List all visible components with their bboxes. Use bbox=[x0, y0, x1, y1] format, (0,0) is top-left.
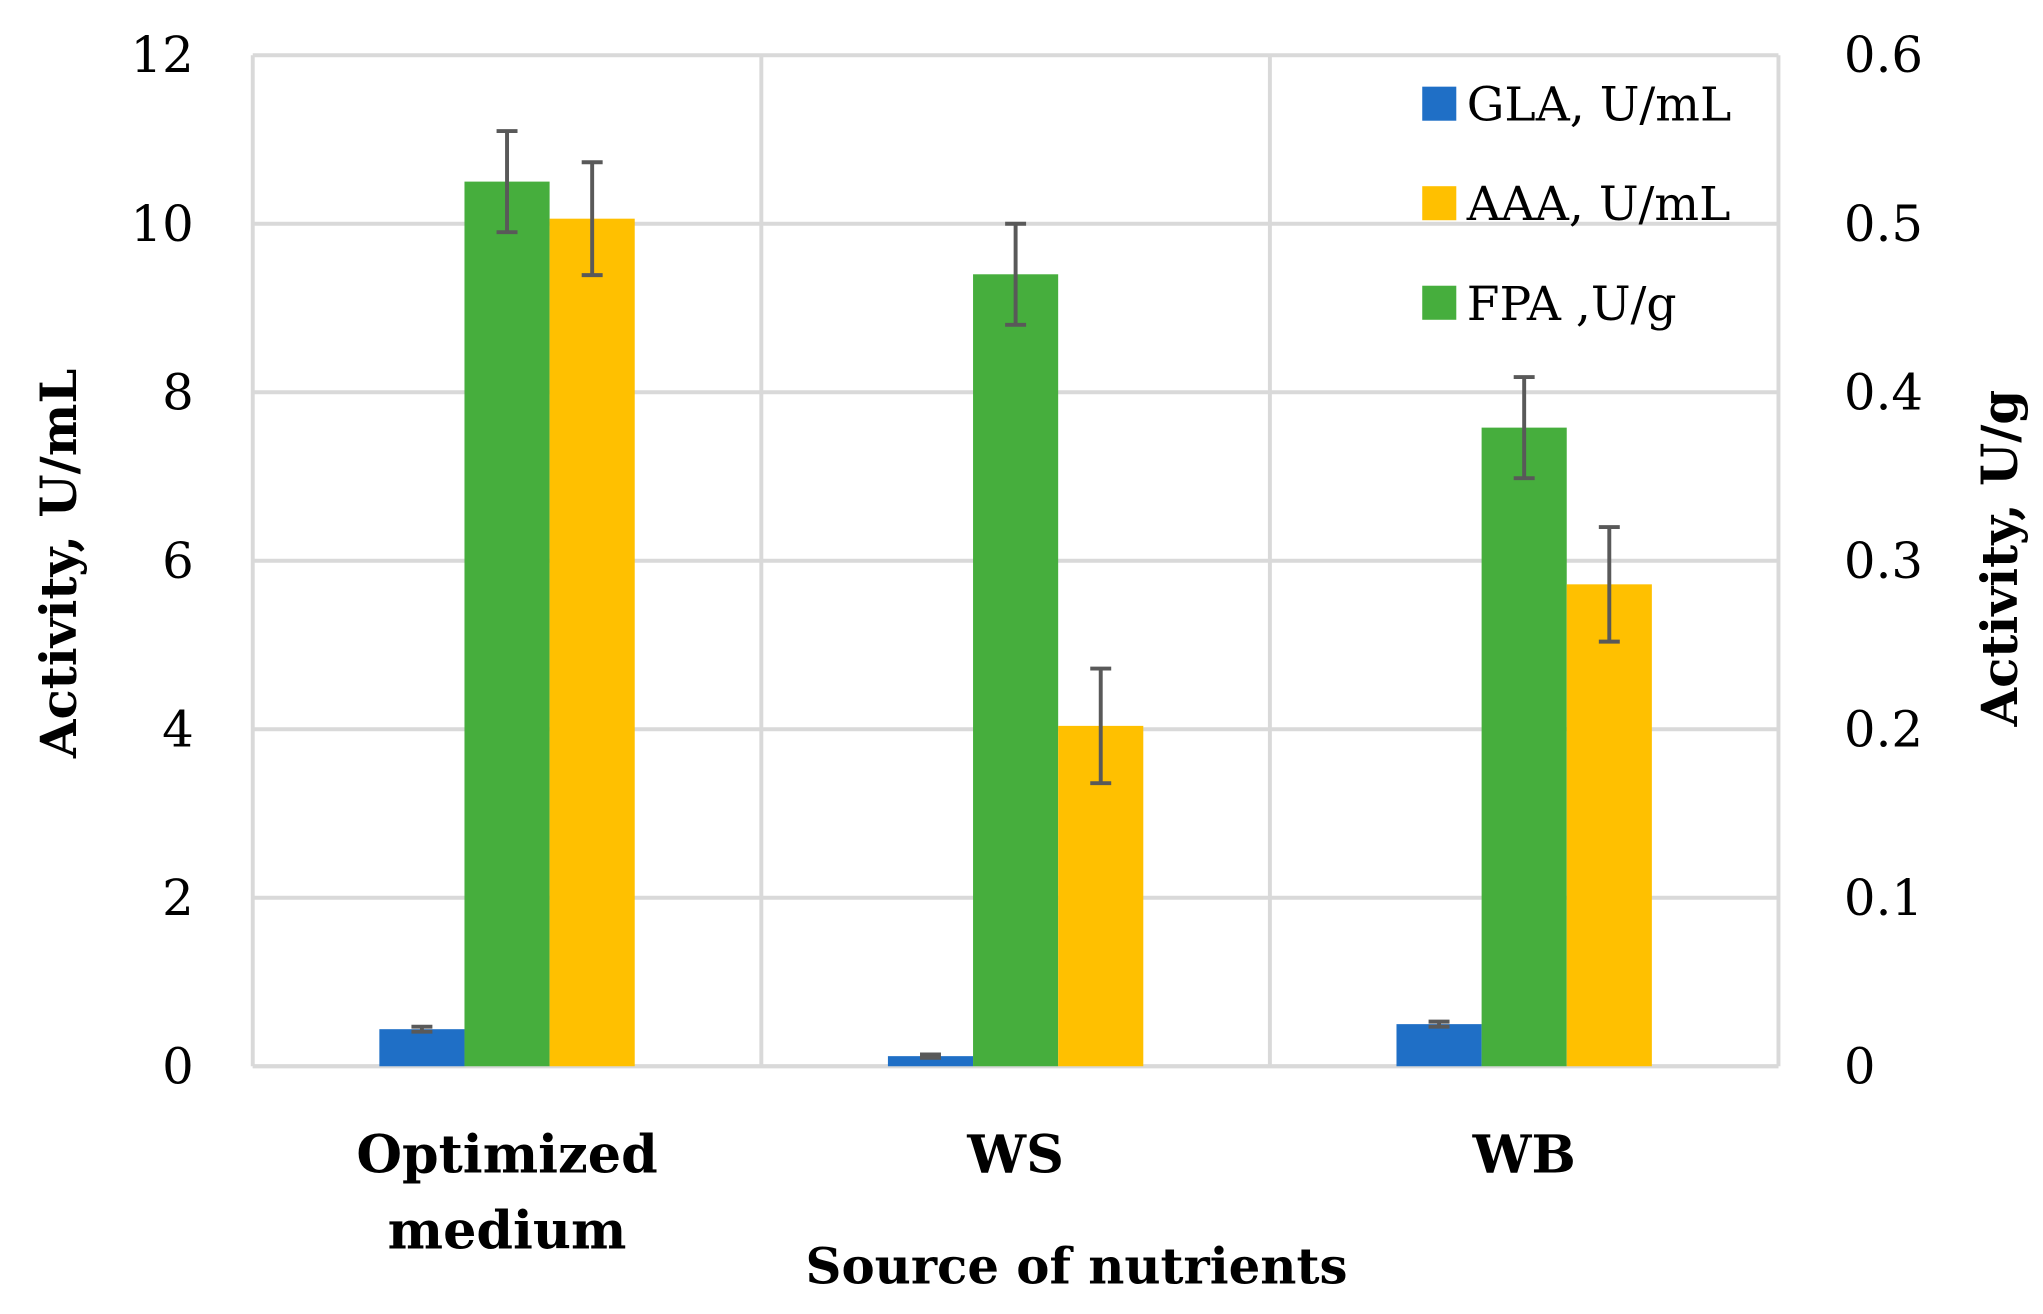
y-tick-label: 6 bbox=[162, 532, 194, 590]
legend-swatch bbox=[1422, 186, 1457, 221]
bar-gla bbox=[379, 1029, 465, 1067]
legend: GLA, U/mL AAA, U/mL FPA ,U/g bbox=[1422, 78, 1731, 332]
bar-gla bbox=[887, 1056, 974, 1067]
y2-tick-label: 0.6 bbox=[1844, 26, 1923, 84]
y2-tick-label: 0.1 bbox=[1844, 869, 1923, 927]
y-tick-label: 12 bbox=[131, 26, 194, 84]
bar-aaa bbox=[1566, 584, 1652, 1067]
y-axis-title: Activity, U/mL bbox=[29, 369, 88, 760]
category-label: medium bbox=[388, 1200, 627, 1261]
bar-fpa bbox=[464, 181, 550, 1067]
y-tick-label: 4 bbox=[162, 700, 194, 758]
y2-tick-label: 0.4 bbox=[1844, 363, 1923, 421]
bar-fpa bbox=[973, 274, 1059, 1067]
y2-tick-label: 0 bbox=[1844, 1037, 1876, 1095]
category-label: WB bbox=[1472, 1124, 1576, 1185]
y-tick-label: 10 bbox=[131, 195, 194, 253]
y2-axis-title: Activity, U/g bbox=[1970, 390, 2029, 728]
bar-fpa bbox=[1481, 427, 1567, 1067]
bar-aaa bbox=[549, 218, 635, 1067]
category-labels: Optimized medium WS WB bbox=[356, 1124, 1575, 1261]
category-label: WS bbox=[966, 1124, 1064, 1185]
legend-label: AAA, U/mL bbox=[1466, 177, 1731, 232]
bar-gla bbox=[1396, 1024, 1482, 1067]
y-tick-label: 0 bbox=[162, 1037, 194, 1095]
legend-label: FPA ,U/g bbox=[1467, 277, 1677, 332]
y2-tick-label: 0.3 bbox=[1844, 532, 1923, 590]
legend-label: GLA, U/mL bbox=[1467, 78, 1732, 133]
y-tick-label: 2 bbox=[162, 869, 194, 927]
legend-swatch bbox=[1422, 86, 1457, 121]
y-tick-label: 8 bbox=[162, 363, 194, 421]
y2-tick-label: 0.2 bbox=[1844, 700, 1923, 758]
y2-tick-label: 0.5 bbox=[1844, 195, 1923, 253]
tick-labels: 0 0 2 0.1 4 0.2 6 0.3 8 0.4 10 0.5 12 0.6 bbox=[131, 26, 1924, 1095]
legend-swatch bbox=[1422, 285, 1457, 320]
bars bbox=[379, 181, 1652, 1067]
category-label: Optimized bbox=[356, 1124, 657, 1185]
x-axis-title: Source of nutrients bbox=[806, 1237, 1348, 1296]
error-bars bbox=[411, 129, 1620, 1060]
